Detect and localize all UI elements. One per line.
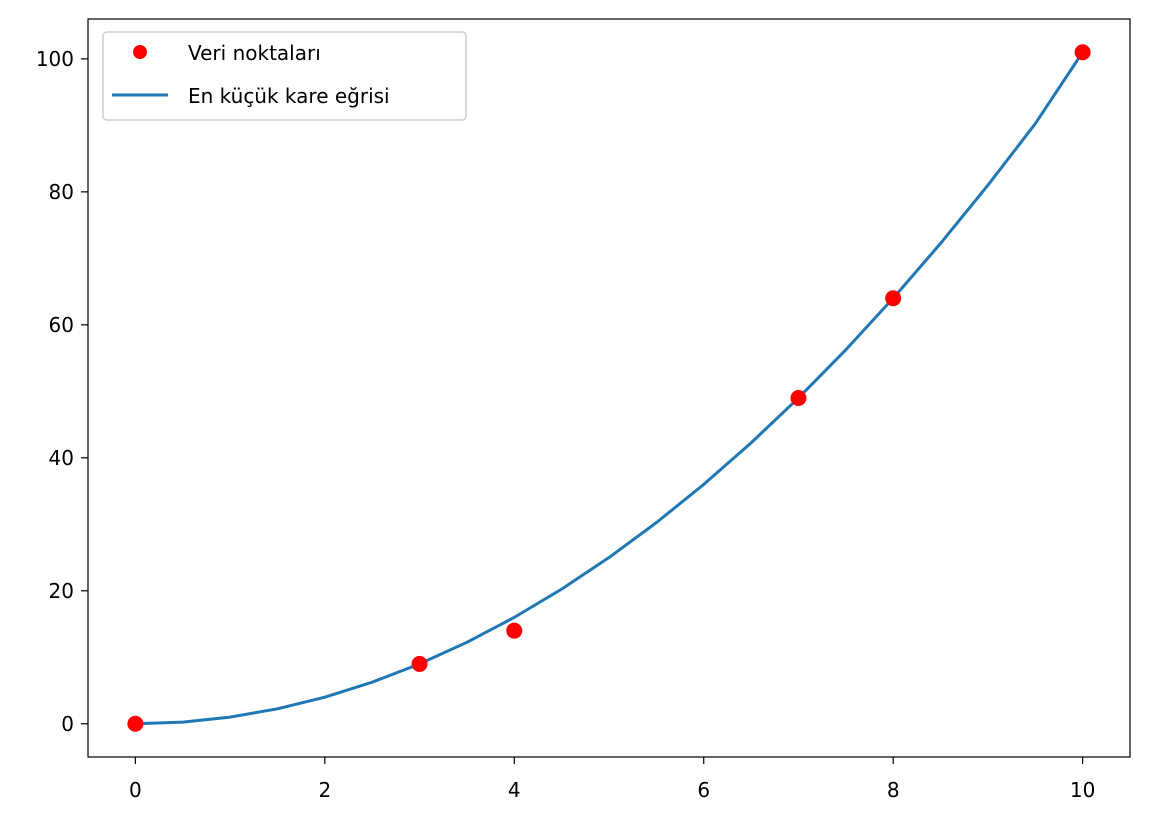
y-axis: 0 20 40 60 80 100 <box>36 47 88 736</box>
data-point-2 <box>411 655 428 672</box>
y-tick-label-60: 60 <box>49 313 74 337</box>
data-point-6 <box>1074 44 1091 61</box>
x-tick-label-6: 6 <box>697 778 710 802</box>
x-tick-label-4: 4 <box>508 778 521 802</box>
legend-marker-veri-noktalari <box>133 45 147 59</box>
x-tick-label-2: 2 <box>318 778 331 802</box>
data-point-3 <box>506 622 523 639</box>
legend: Veri noktaları En küçük kare eğrisi <box>102 31 467 121</box>
least-squares-curve <box>133 50 1085 726</box>
data-point-5 <box>885 290 902 307</box>
plot-frame <box>87 18 1131 758</box>
y-tick-label-40: 40 <box>49 446 74 470</box>
y-tick-label-100: 100 <box>36 47 74 71</box>
x-tick-label-10: 10 <box>1070 778 1095 802</box>
y-tick-label-80: 80 <box>49 180 74 204</box>
legend-box <box>102 31 467 121</box>
legend-label-veri-noktalari: Veri noktaları <box>188 41 321 65</box>
x-tick-label-8: 8 <box>887 778 900 802</box>
y-tick-label-20: 20 <box>49 579 74 603</box>
y-tick-label-0: 0 <box>61 712 74 736</box>
x-tick-label-0: 0 <box>129 778 142 802</box>
legend-label-en-kucuk-kare-egrisi: En küçük kare eğrisi <box>188 84 390 108</box>
data-point-4 <box>790 389 807 406</box>
x-axis: 0 2 4 6 8 10 <box>129 757 1095 802</box>
series-layer <box>127 44 1091 732</box>
data-point-1 <box>127 715 144 732</box>
plot-area <box>88 19 1130 757</box>
